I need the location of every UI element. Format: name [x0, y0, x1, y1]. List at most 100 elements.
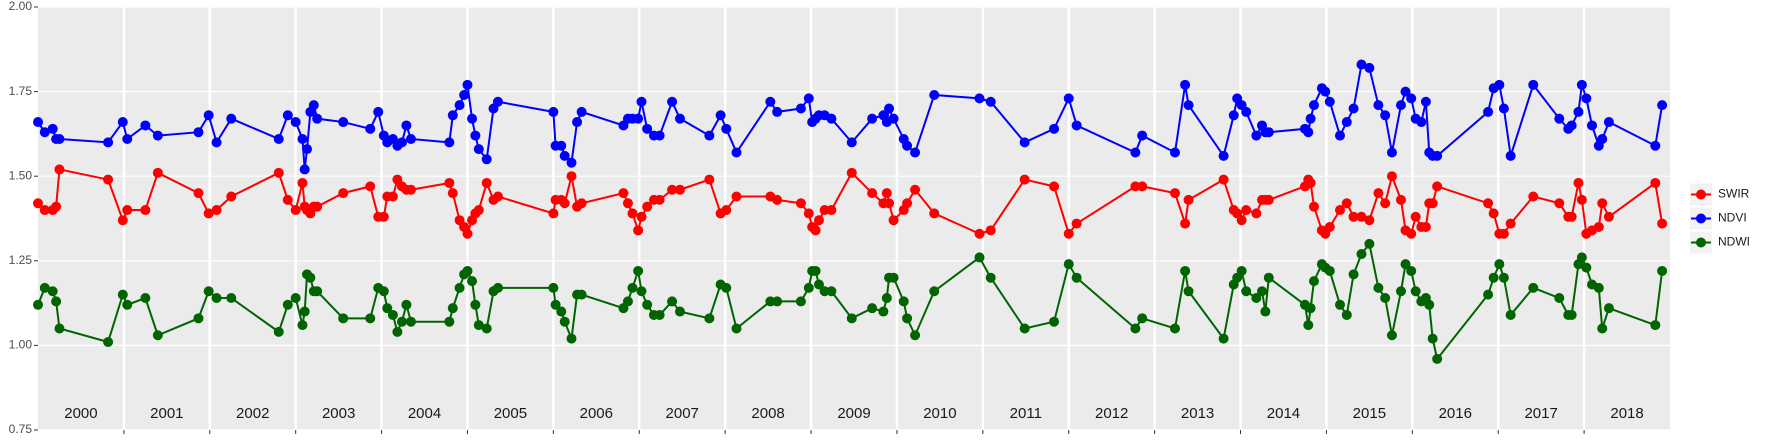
point: [1432, 181, 1443, 192]
point: [1386, 147, 1397, 158]
point: [1130, 323, 1141, 334]
point: [1137, 181, 1148, 192]
point: [444, 316, 455, 327]
point: [1386, 330, 1397, 341]
point: [633, 225, 644, 236]
point: [810, 225, 821, 236]
point: [1019, 137, 1030, 148]
point: [459, 89, 470, 100]
point: [1494, 79, 1505, 90]
point: [1183, 286, 1194, 297]
point: [1395, 100, 1406, 111]
point: [1566, 211, 1577, 222]
point: [54, 164, 65, 175]
point: [627, 208, 638, 219]
point: [556, 140, 567, 151]
point: [1432, 150, 1443, 161]
year-label: 2016: [1439, 405, 1472, 422]
point: [1650, 320, 1661, 331]
point: [273, 326, 284, 337]
point: [1341, 198, 1352, 209]
point: [1373, 188, 1384, 199]
point: [846, 137, 857, 148]
point: [772, 194, 783, 205]
point: [881, 188, 892, 199]
point: [985, 272, 996, 283]
point: [299, 164, 310, 175]
point: [1341, 117, 1352, 128]
point: [302, 144, 313, 155]
point: [312, 201, 323, 212]
point: [33, 198, 43, 209]
point: [1483, 198, 1494, 209]
point: [803, 93, 814, 104]
point: [273, 167, 284, 178]
point: [1386, 171, 1397, 182]
point: [47, 286, 58, 297]
point: [396, 316, 407, 327]
point: [929, 286, 940, 297]
point: [1498, 228, 1509, 239]
point: [1554, 198, 1565, 209]
point: [1019, 323, 1030, 334]
point: [462, 79, 473, 90]
point: [1420, 96, 1431, 107]
point: [467, 276, 478, 287]
y-tick-label: 0.75: [9, 422, 33, 436]
point: [803, 208, 814, 219]
point: [193, 313, 204, 324]
year-label: 2004: [408, 405, 441, 422]
point: [633, 113, 644, 124]
point: [33, 117, 43, 128]
point: [1505, 150, 1516, 161]
point: [117, 117, 128, 128]
point: [1169, 188, 1180, 199]
point: [559, 150, 570, 161]
point: [1488, 208, 1499, 219]
point: [654, 194, 665, 205]
year-label: 2007: [666, 405, 699, 422]
point: [1406, 265, 1417, 276]
point: [731, 147, 742, 158]
point: [878, 306, 889, 317]
point: [1071, 272, 1082, 283]
point: [566, 157, 577, 168]
year-label: 2014: [1267, 405, 1300, 422]
point: [203, 110, 214, 121]
point: [888, 272, 899, 283]
point: [33, 299, 43, 310]
point: [140, 293, 151, 304]
point: [721, 282, 732, 293]
point: [1505, 218, 1516, 229]
point: [1228, 110, 1239, 121]
point: [473, 205, 484, 216]
point: [481, 323, 492, 334]
point: [548, 106, 559, 117]
point: [405, 316, 416, 327]
point: [203, 208, 214, 219]
point: [1263, 272, 1274, 283]
year-label: 2001: [150, 405, 183, 422]
point: [1251, 208, 1262, 219]
point: [454, 100, 465, 111]
point: [1305, 113, 1316, 124]
point: [1071, 218, 1082, 229]
point: [1554, 293, 1565, 304]
point: [152, 167, 163, 178]
point: [1049, 316, 1060, 327]
point: [1241, 205, 1252, 216]
point: [1348, 269, 1359, 280]
point: [1356, 211, 1367, 222]
year-label: 2012: [1095, 405, 1128, 422]
point: [636, 96, 647, 107]
point: [1650, 140, 1661, 151]
point: [576, 198, 587, 209]
point: [1406, 93, 1417, 104]
point: [731, 191, 742, 202]
point: [1183, 100, 1194, 111]
point: [1348, 103, 1359, 114]
point: [481, 177, 492, 188]
point: [1597, 323, 1608, 334]
point: [1498, 272, 1509, 283]
point: [193, 127, 204, 138]
